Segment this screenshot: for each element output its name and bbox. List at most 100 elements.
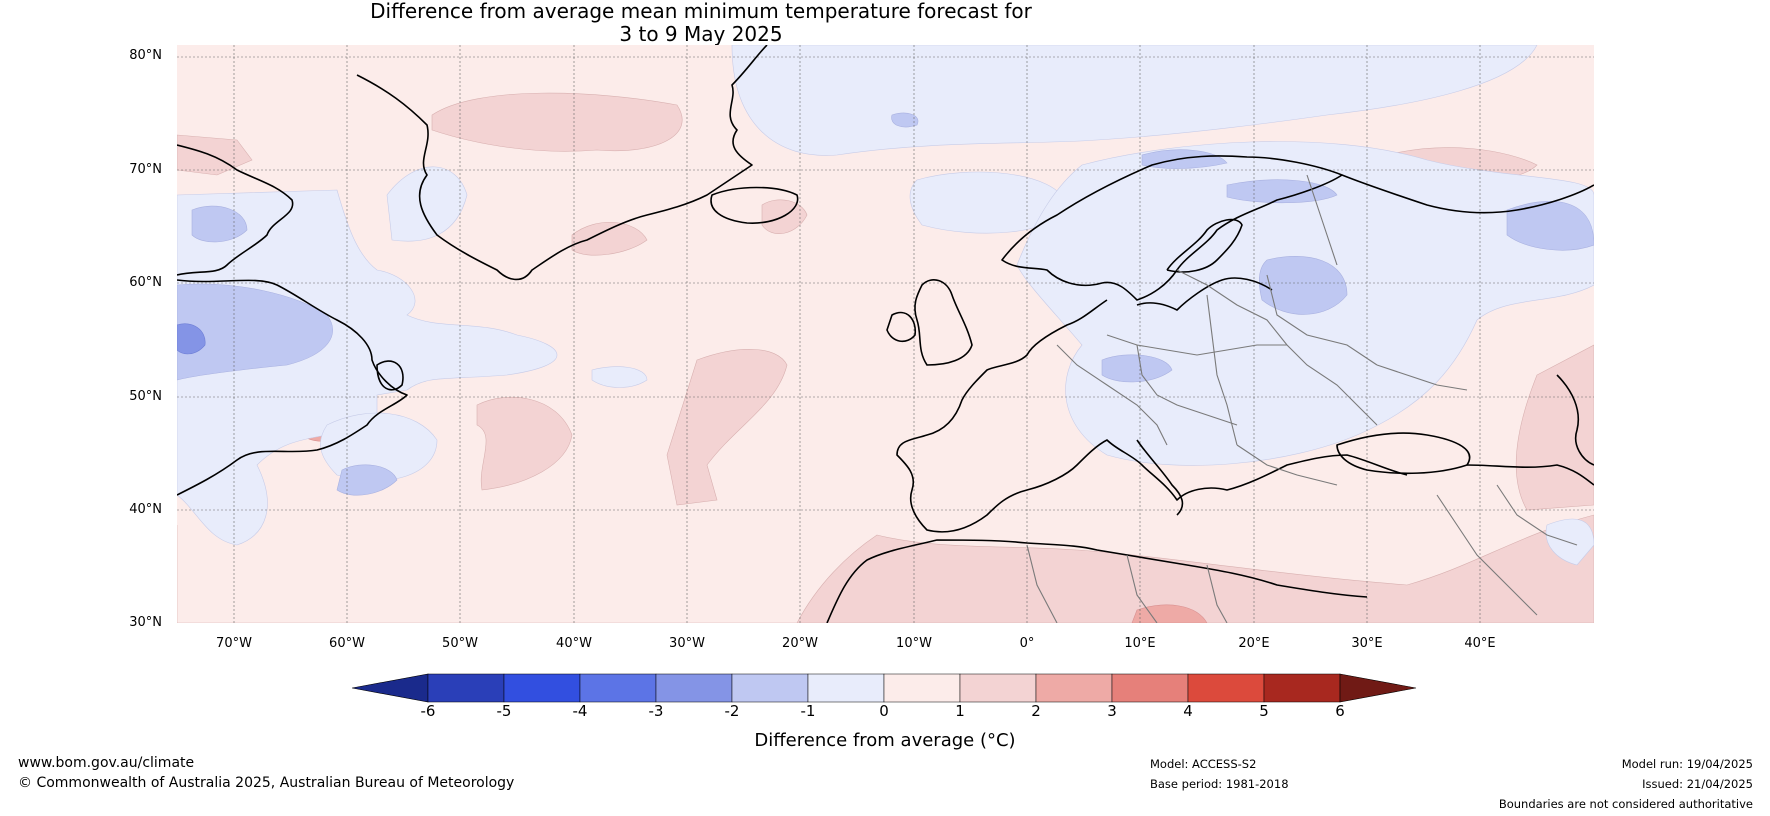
- colorbar-tick-label: 5: [1259, 702, 1269, 720]
- moderate-cool-anomaly-area: [1258, 256, 1348, 315]
- baffin-coast: [177, 144, 294, 276]
- scandinavia-coast: [1001, 155, 1343, 301]
- moderate-cool-anomaly-area: [891, 112, 919, 128]
- warm-anomaly-area: [571, 222, 648, 256]
- colorbar-segment: [427, 673, 505, 703]
- anomaly-fields: [177, 45, 1594, 623]
- black-sea-coast: [1336, 432, 1471, 475]
- warm-anomaly-area: [666, 349, 788, 506]
- colorbar-tick-label: -4: [572, 702, 588, 720]
- copyright-text: © Commonwealth of Australia 2025, Austra…: [18, 775, 515, 791]
- colorbar-tick-label: 6: [1335, 702, 1345, 720]
- map-canvas: [177, 45, 1594, 623]
- strong-warm-anomaly-area: [1131, 604, 1208, 623]
- strong-cool-anomaly-area: [177, 323, 206, 355]
- moderate-cool-anomaly-area: [1141, 149, 1228, 169]
- lon-label-30w: 30°W: [669, 636, 705, 651]
- arctic-russia-coast: [1341, 174, 1594, 214]
- finland-coast: [1166, 218, 1243, 273]
- issued-text: Issued: 21/04/2025: [1642, 777, 1753, 791]
- lat-label-30n: 30°N: [129, 615, 162, 630]
- website-link[interactable]: www.bom.gov.au/climate: [18, 755, 195, 771]
- iceland-coast: [710, 186, 799, 224]
- lat-label-60n: 60°N: [129, 275, 162, 290]
- lon-label-40w: 40°W: [556, 636, 592, 651]
- moderate-cool-anomaly-area: [191, 205, 248, 243]
- graticule: [177, 45, 1594, 623]
- greenland-coast: [356, 45, 768, 281]
- colorbar-tick-label: -1: [800, 702, 816, 720]
- title-line-2: 3 to 9 May 2025: [619, 22, 783, 46]
- lon-label-70w: 70°W: [216, 636, 252, 651]
- warm-anomaly-area: [476, 396, 573, 491]
- warm-anomaly-area: [177, 134, 253, 176]
- baltic-coast: [1136, 277, 1273, 311]
- cool-anomaly-area: [1545, 518, 1594, 566]
- lon-label-30e: 30°E: [1351, 636, 1383, 651]
- lon-label-20e: 20°E: [1238, 636, 1270, 651]
- colorbar-arrow-low: [352, 673, 429, 703]
- italy-coast: [1136, 439, 1184, 516]
- lon-label-40e: 40°E: [1464, 636, 1496, 651]
- lat-label-40n: 40°N: [129, 502, 162, 517]
- colorbar-segment: [807, 673, 885, 703]
- europe-west-coast: [896, 299, 1108, 533]
- colorbar-segment: [1187, 673, 1265, 703]
- cool-anomaly-area: [386, 166, 468, 242]
- map-title: Difference from average mean minimum tem…: [0, 0, 1402, 46]
- cool-anomaly-area: [320, 412, 438, 482]
- warm-anomaly-area: [177, 514, 1594, 623]
- moderate-cool-anomaly-area: [1101, 354, 1173, 383]
- colorbar-tick-label: 4: [1183, 702, 1193, 720]
- colorbar-tick-label: -2: [724, 702, 740, 720]
- lon-label-0: 0°: [1019, 636, 1035, 651]
- colorbar: [352, 673, 1417, 703]
- labrador-coast: [177, 279, 408, 496]
- lon-label-60w: 60°W: [329, 636, 365, 651]
- colorbar-segment: [503, 673, 581, 703]
- warm-anomaly-area: [761, 199, 808, 234]
- colorbar-tick-label: 0: [879, 702, 889, 720]
- model-run-text: Model run: 19/04/2025: [1621, 757, 1753, 771]
- britain-coast: [914, 279, 973, 366]
- colorbar-tick-label: -5: [496, 702, 512, 720]
- warm-anomaly-area: [431, 92, 683, 152]
- moderate-cool-anomaly-area: [336, 464, 398, 496]
- mediterranean-coast: [1026, 439, 1408, 501]
- colorbar-tick-label: -3: [648, 702, 664, 720]
- warm-anomaly-area: [1515, 344, 1594, 511]
- forecast-map: [177, 45, 1594, 623]
- colorbar-label: Difference from average (°C): [754, 730, 1016, 751]
- colorbar-segment: [655, 673, 733, 703]
- colorbar-segment: [579, 673, 657, 703]
- colorbar-tick-label: 1: [955, 702, 965, 720]
- lon-label-10e: 10°E: [1124, 636, 1156, 651]
- lat-label-50n: 50°N: [129, 389, 162, 404]
- newfoundland-coast: [376, 360, 404, 391]
- colorbar-tick-label: 2: [1031, 702, 1041, 720]
- lon-label-10w: 10°W: [896, 636, 932, 651]
- disclaimer-text: Boundaries are not considered authoritat…: [1498, 797, 1753, 811]
- colorbar-segment: [883, 673, 961, 703]
- model-text: Model: ACCESS-S2: [1150, 757, 1257, 771]
- moderate-cool-anomaly-area: [177, 283, 333, 381]
- moderate-cool-anomaly-area: [1226, 179, 1338, 204]
- cool-anomaly-area: [591, 366, 648, 388]
- base-period-text: Base period: 1981-2018: [1150, 777, 1289, 791]
- cool-anomaly-area: [177, 189, 558, 546]
- country-borders: [1026, 174, 1578, 623]
- lon-label-20w: 20°W: [782, 636, 818, 651]
- colorbar-tick-label: 3: [1107, 702, 1117, 720]
- colorbar-segment: [1263, 673, 1341, 703]
- caspian-coast: [1556, 374, 1594, 466]
- colorbar-segment: [731, 673, 809, 703]
- coastlines: [177, 45, 1594, 623]
- title-line-1: Difference from average mean minimum tem…: [370, 0, 1032, 23]
- lon-label-50w: 50°W: [442, 636, 478, 651]
- east-coast: [1466, 464, 1594, 486]
- colorbar-segment: [959, 673, 1037, 703]
- cool-anomaly-area: [731, 45, 1538, 156]
- north-africa-coast: [826, 539, 1368, 623]
- colorbar-arrow-high: [1339, 673, 1417, 703]
- ireland-coast: [886, 311, 917, 343]
